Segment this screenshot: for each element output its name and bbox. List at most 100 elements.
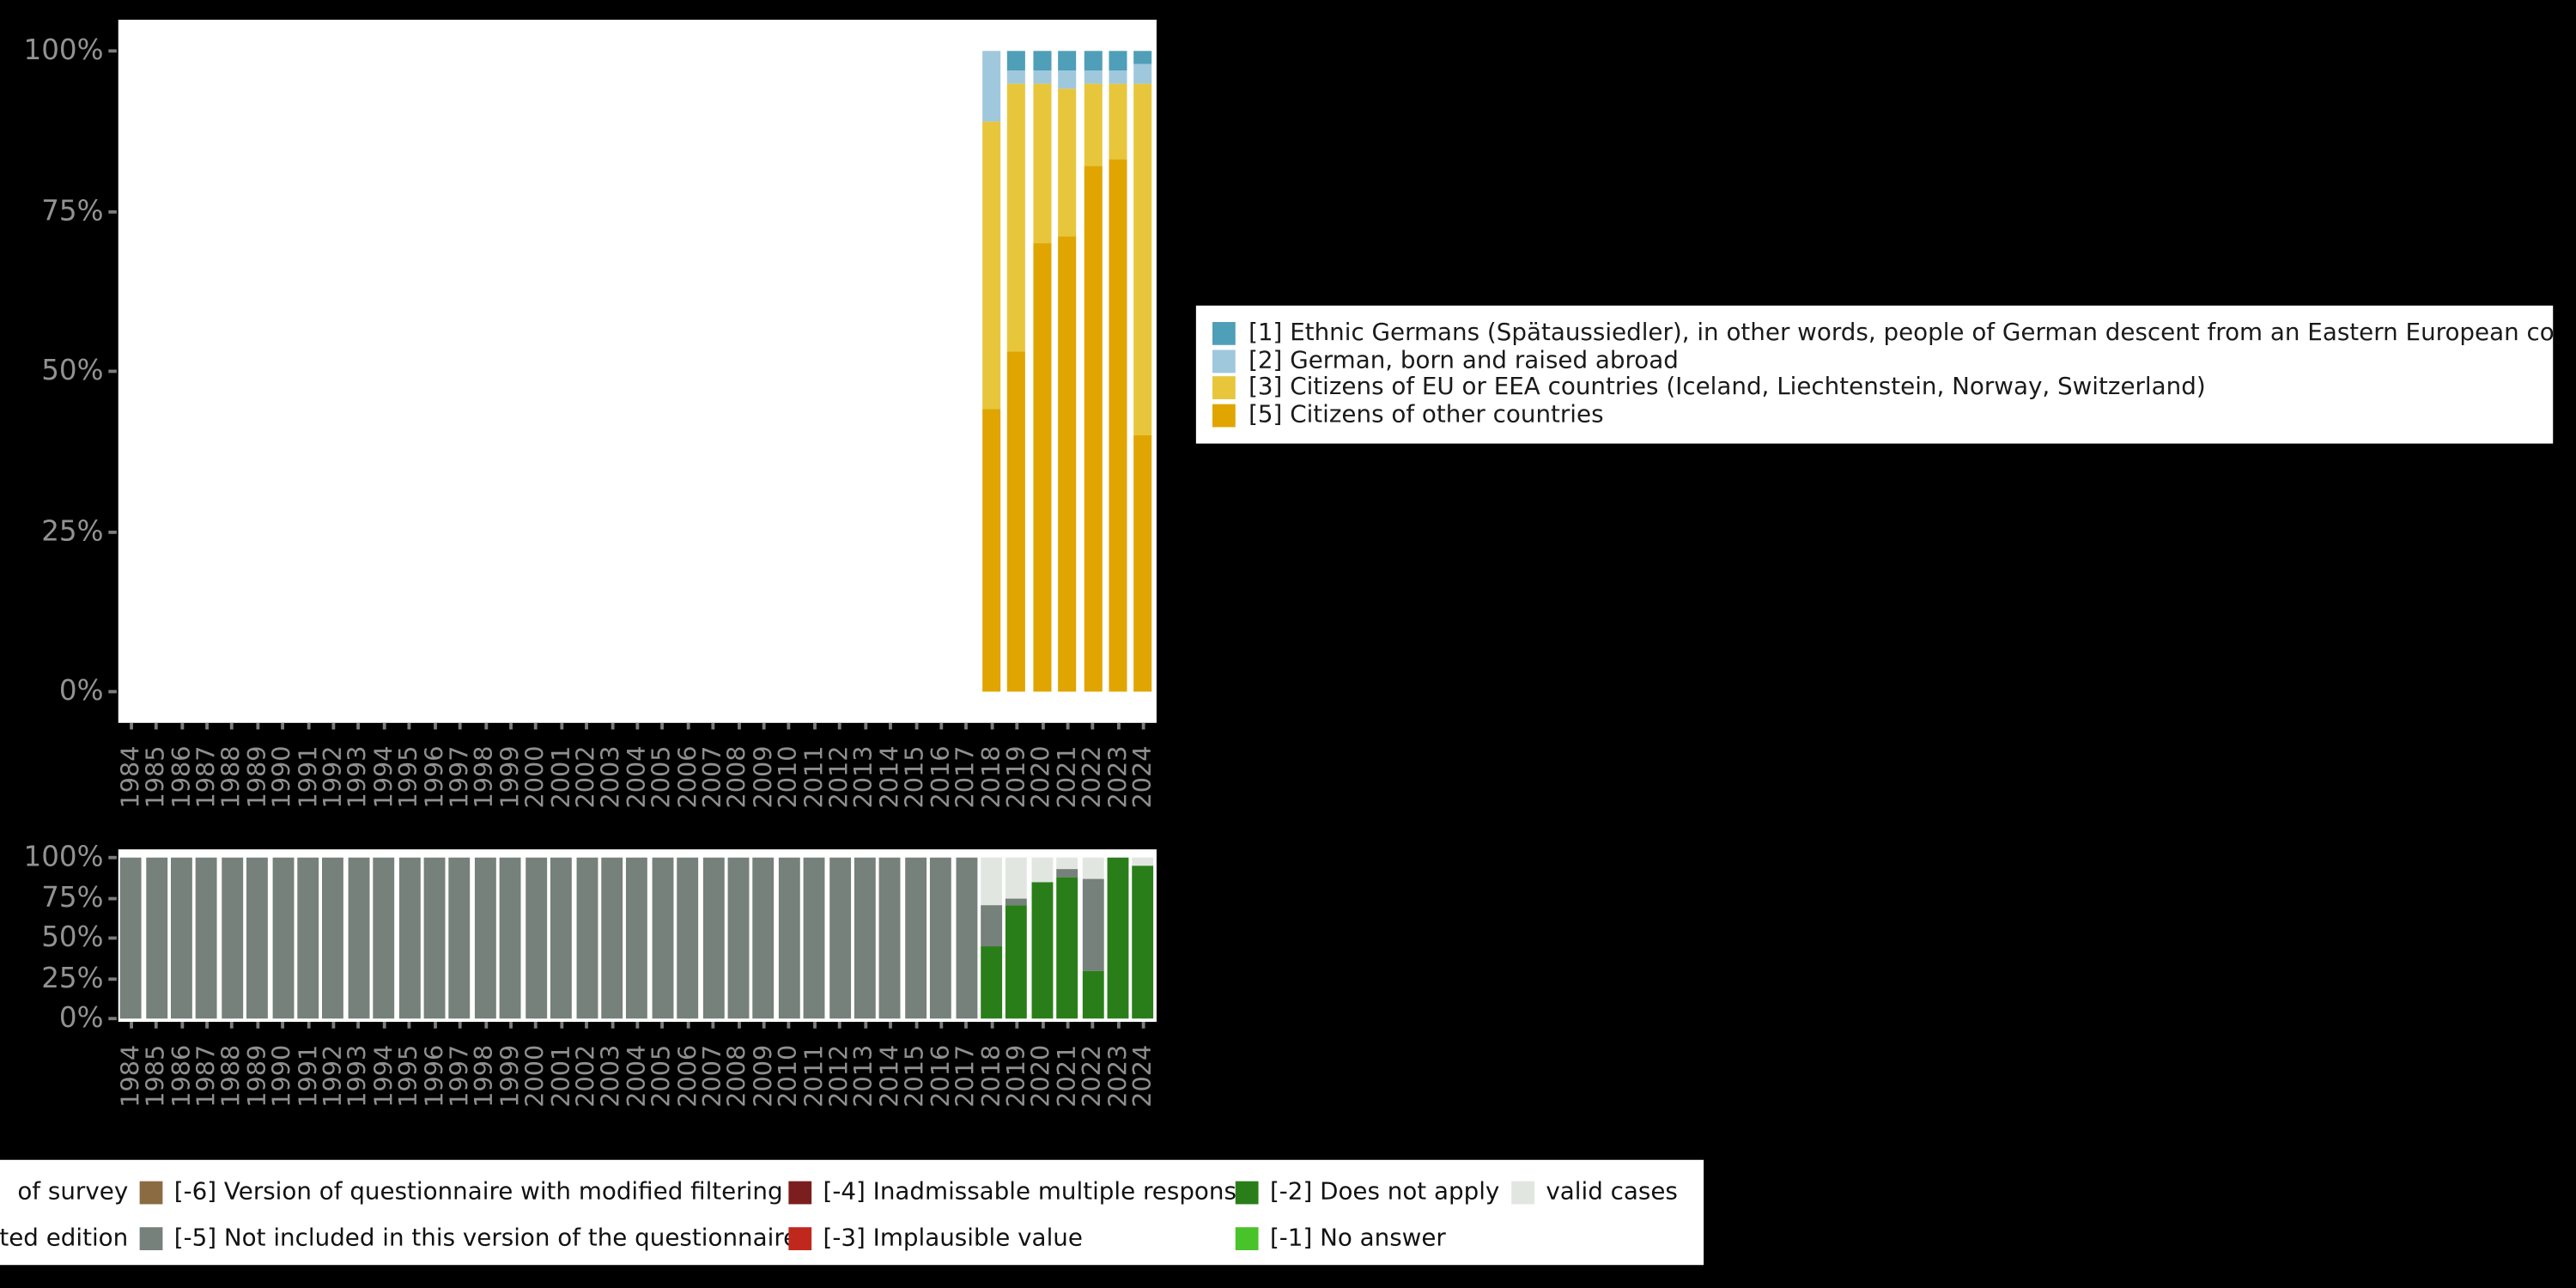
bar-segment[interactable] <box>1133 857 1154 866</box>
bar-segment[interactable] <box>982 121 1001 410</box>
bar-segment[interactable] <box>1134 82 1153 436</box>
bar-segment[interactable] <box>930 857 952 1019</box>
bar-segment[interactable] <box>1033 243 1052 692</box>
bar-segment[interactable] <box>1058 89 1077 237</box>
bar-2011[interactable] <box>803 857 825 1019</box>
bar-segment[interactable] <box>803 857 825 1019</box>
bar-segment[interactable] <box>1084 166 1103 692</box>
bar-1988[interactable] <box>221 857 243 1019</box>
bar-segment[interactable] <box>525 857 547 1019</box>
bar-1985[interactable] <box>145 857 167 1019</box>
bar-segment[interactable] <box>271 857 294 1019</box>
bar-segment[interactable] <box>1082 878 1104 970</box>
bar-2018[interactable] <box>982 51 1001 692</box>
bar-segment[interactable] <box>322 857 344 1019</box>
bar-segment[interactable] <box>145 857 167 1019</box>
bar-segment[interactable] <box>1033 70 1052 83</box>
bar-segment[interactable] <box>1109 160 1127 692</box>
bar-segment[interactable] <box>778 857 800 1019</box>
bar-segment[interactable] <box>1082 857 1104 879</box>
bar-2001[interactable] <box>550 857 573 1019</box>
bar-2019[interactable] <box>1007 51 1026 692</box>
bar-2018[interactable] <box>981 857 1003 1019</box>
bar-2015[interactable] <box>904 857 927 1019</box>
bar-1994[interactable] <box>373 857 395 1019</box>
bar-segment[interactable] <box>1005 857 1028 898</box>
bar-segment[interactable] <box>1056 857 1078 869</box>
bar-2002[interactable] <box>575 857 598 1019</box>
bar-2023[interactable] <box>1109 51 1127 692</box>
bar-segment[interactable] <box>1134 64 1153 83</box>
bar-segment[interactable] <box>1084 51 1103 70</box>
bar-2020[interactable] <box>1033 51 1052 692</box>
bar-segment[interactable] <box>221 857 243 1019</box>
bar-2022[interactable] <box>1082 857 1104 1019</box>
bar-segment[interactable] <box>955 857 977 1019</box>
bar-1987[interactable] <box>196 857 218 1019</box>
bar-2020[interactable] <box>1031 857 1054 1019</box>
bar-2016[interactable] <box>930 857 952 1019</box>
bar-segment[interactable] <box>1007 51 1026 70</box>
bar-segment[interactable] <box>829 857 851 1019</box>
bar-segment[interactable] <box>297 857 319 1019</box>
bar-2008[interactable] <box>727 857 750 1019</box>
bar-segment[interactable] <box>1005 897 1028 906</box>
bar-segment[interactable] <box>246 857 269 1019</box>
bar-segment[interactable] <box>1033 51 1052 70</box>
bar-1999[interactable] <box>500 857 522 1019</box>
bar-2021[interactable] <box>1056 857 1078 1019</box>
bar-segment[interactable] <box>1005 905 1028 1019</box>
bar-segment[interactable] <box>550 857 573 1019</box>
bar-2010[interactable] <box>778 857 800 1019</box>
bar-segment[interactable] <box>1007 352 1026 692</box>
bar-segment[interactable] <box>981 905 1003 946</box>
bar-segment[interactable] <box>1058 51 1077 70</box>
bar-1991[interactable] <box>297 857 319 1019</box>
bar-2023[interactable] <box>1107 857 1129 1019</box>
bar-segment[interactable] <box>1084 82 1103 167</box>
bar-segment[interactable] <box>1007 82 1026 353</box>
bar-2024[interactable] <box>1133 857 1154 1019</box>
bar-segment[interactable] <box>1134 51 1153 64</box>
bar-segment[interactable] <box>398 857 421 1019</box>
bar-2007[interactable] <box>702 857 724 1019</box>
bar-segment[interactable] <box>1058 236 1077 692</box>
bar-2000[interactable] <box>525 857 547 1019</box>
bar-2024[interactable] <box>1134 51 1153 692</box>
bar-segment[interactable] <box>1056 868 1078 878</box>
bar-segment[interactable] <box>1134 435 1153 692</box>
bar-segment[interactable] <box>1033 82 1052 244</box>
bar-2006[interactable] <box>677 857 699 1019</box>
bar-2017[interactable] <box>955 857 977 1019</box>
bar-segment[interactable] <box>601 857 623 1019</box>
bar-segment[interactable] <box>171 857 192 1019</box>
bar-segment[interactable] <box>1109 70 1127 83</box>
bar-segment[interactable] <box>1133 866 1154 1019</box>
bar-segment[interactable] <box>1058 70 1077 90</box>
bar-1993[interactable] <box>348 857 370 1019</box>
bar-segment[interactable] <box>1007 70 1026 83</box>
bar-segment[interactable] <box>575 857 598 1019</box>
bar-2009[interactable] <box>752 857 775 1019</box>
bar-segment[interactable] <box>854 857 876 1019</box>
bar-2021[interactable] <box>1058 51 1077 692</box>
bar-1986[interactable] <box>171 857 192 1019</box>
bar-segment[interactable] <box>1082 969 1104 1019</box>
bar-1997[interactable] <box>449 857 471 1019</box>
bar-segment[interactable] <box>727 857 750 1019</box>
bar-2005[interactable] <box>652 857 673 1019</box>
bar-segment[interactable] <box>879 857 902 1019</box>
bar-segment[interactable] <box>981 857 1003 906</box>
bar-1984[interactable] <box>120 857 142 1019</box>
bar-1996[interactable] <box>423 857 446 1019</box>
bar-1989[interactable] <box>246 857 269 1019</box>
bar-segment[interactable] <box>982 51 1001 122</box>
bar-segment[interactable] <box>981 945 1003 1019</box>
bar-segment[interactable] <box>474 857 496 1019</box>
bar-2003[interactable] <box>601 857 623 1019</box>
bar-2014[interactable] <box>879 857 902 1019</box>
bar-segment[interactable] <box>449 857 471 1019</box>
bar-segment[interactable] <box>1109 51 1127 70</box>
bar-segment[interactable] <box>652 857 673 1019</box>
bar-segment[interactable] <box>982 410 1001 692</box>
